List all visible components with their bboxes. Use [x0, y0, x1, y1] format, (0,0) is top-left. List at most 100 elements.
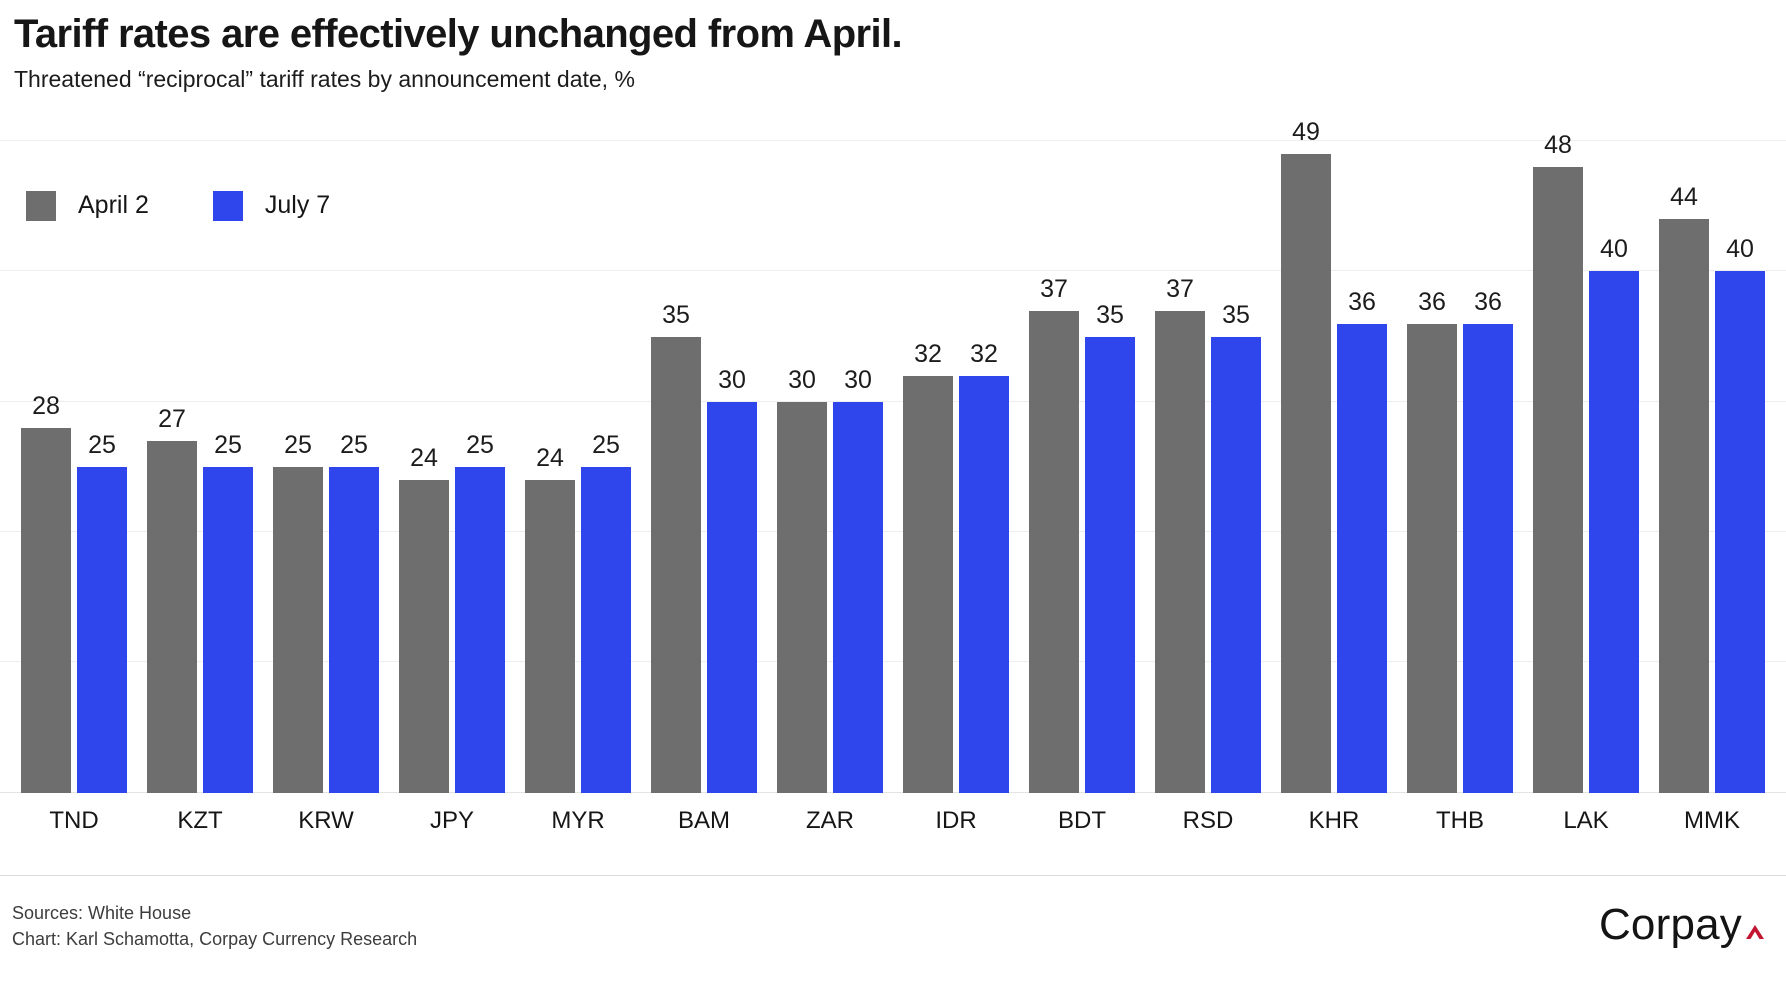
- bar-cell-july7-thb: 36: [1463, 288, 1513, 793]
- bar-cell-april2-khr: 49: [1281, 118, 1331, 793]
- gridline-10: [0, 661, 1786, 663]
- bar-cell-july7-krw: 25: [329, 431, 379, 793]
- bar-april2-thb: [1407, 323, 1457, 793]
- bar-value-label: 30: [718, 365, 746, 394]
- bar-group-rsd: 37 35: [1155, 275, 1261, 793]
- category-label-khr: KHR: [1308, 806, 1360, 834]
- bar-value-label: 40: [1600, 234, 1628, 263]
- bar-value-label: 36: [1474, 287, 1502, 316]
- bar-april2-idr: [903, 375, 953, 793]
- bar-group-bdt: 37 35: [1029, 275, 1135, 793]
- legend-label-april2: April 2: [78, 191, 149, 220]
- bar-april2-khr: [1281, 153, 1331, 793]
- bar-july7-rsd: [1211, 336, 1261, 793]
- bar-cell-july7-rsd: 35: [1211, 301, 1261, 793]
- gridline-30: [0, 400, 1786, 402]
- bar-group-khr: 49 36: [1281, 118, 1387, 793]
- bar-april2-kzt: [147, 440, 197, 793]
- x-axis-baseline: [0, 791, 1786, 793]
- bar-cell-april2-rsd: 37: [1155, 275, 1205, 793]
- category-label-krw: KRW: [298, 806, 354, 834]
- category-label-lak: LAK: [1563, 806, 1609, 834]
- legend-swatch-april2: [26, 190, 56, 221]
- bar-cell-april2-zar: 30: [777, 366, 827, 793]
- bar-april2-jpy: [399, 479, 449, 793]
- bar-value-label: 25: [88, 430, 116, 459]
- bar-cell-april2-bdt: 37: [1029, 275, 1079, 793]
- bar-april2-rsd: [1155, 310, 1205, 793]
- bar-value-label: 30: [788, 365, 816, 394]
- bar-cell-april2-krw: 25: [273, 431, 323, 793]
- bar-april2-bam: [651, 336, 701, 793]
- category-label-myr: MYR: [551, 806, 605, 834]
- bar-cell-april2-bam: 35: [651, 301, 701, 793]
- plot-area: 28 25 27 25 25 25 24 25 24 25 35 30 30 30 32 32 37 35 37 35…: [0, 115, 1786, 793]
- category-label-thb: THB: [1436, 806, 1484, 834]
- bar-cell-july7-jpy: 25: [455, 431, 505, 793]
- bar-group-tnd: 28 25: [21, 392, 127, 793]
- legend-item-april2: April 2: [26, 190, 149, 221]
- bar-cell-july7-bam: 30: [707, 366, 757, 793]
- category-labels: TND KZT KRW JPY MYR BAM ZAR IDR BDT RSD KHR THB LAK M…: [0, 807, 1786, 835]
- bar-value-label: 37: [1040, 274, 1068, 303]
- chart-legend: April 2 July 7: [26, 190, 330, 221]
- bar-cell-april2-mmk: 44: [1659, 183, 1709, 793]
- gridline-40: [0, 270, 1786, 272]
- bar-group-thb: 36 36: [1407, 288, 1513, 793]
- category-label-tnd: TND: [49, 806, 99, 834]
- bar-group-kzt: 27 25: [147, 405, 253, 793]
- bar-cell-july7-lak: 40: [1589, 235, 1639, 793]
- bar-value-label: 40: [1726, 234, 1754, 263]
- bar-cell-july7-idr: 32: [959, 340, 1009, 793]
- bar-cell-april2-kzt: 27: [147, 405, 197, 793]
- category-label-rsd: RSD: [1182, 806, 1234, 834]
- bar-july7-tnd: [77, 466, 127, 793]
- page-title: Tariff rates are effectively unchanged f…: [14, 12, 903, 56]
- corpay-logo: Corpay: [1599, 903, 1766, 948]
- footer-credits: Sources: White House Chart: Karl Schamot…: [12, 900, 417, 952]
- chart-header: Tariff rates are effectively unchanged f…: [0, 0, 1786, 93]
- bar-value-label: 25: [466, 430, 494, 459]
- category-label-mmk: MMK: [1684, 806, 1740, 834]
- category-label-zar: ZAR: [806, 806, 854, 834]
- bar-group-myr: 24 25: [525, 431, 631, 793]
- bar-cell-july7-khr: 36: [1337, 288, 1387, 793]
- category-label-jpy: JPY: [429, 806, 474, 834]
- bar-value-label: 36: [1418, 287, 1446, 316]
- plot-groups: 28 25 27 25 25 25 24 25 24 25 35 30 30 30 32 32 37 35 37 35…: [0, 115, 1786, 793]
- corpay-logo-text: Corpay: [1598, 900, 1742, 950]
- bar-value-label: 25: [592, 430, 620, 459]
- bar-value-label: 25: [340, 430, 368, 459]
- bar-value-label: 35: [1096, 300, 1124, 329]
- bar-april2-mmk: [1659, 218, 1709, 793]
- bar-july7-jpy: [455, 466, 505, 793]
- bar-cell-april2-tnd: 28: [21, 392, 71, 793]
- bar-value-label: 32: [970, 339, 998, 368]
- bar-july7-mmk: [1715, 270, 1765, 793]
- footer-sources: Sources: White House: [12, 902, 192, 923]
- bar-value-label: 44: [1670, 182, 1698, 211]
- bar-july7-khr: [1337, 323, 1387, 793]
- chart-subtitle: Threatened “reciprocal” tariff rates by …: [14, 65, 635, 92]
- bar-july7-thb: [1463, 323, 1513, 793]
- bar-april2-myr: [525, 479, 575, 793]
- bar-cell-april2-myr: 24: [525, 444, 575, 793]
- bar-cell-july7-myr: 25: [581, 431, 631, 793]
- bar-value-label: 24: [410, 443, 438, 472]
- bar-july7-myr: [581, 466, 631, 793]
- bar-cell-april2-lak: 48: [1533, 131, 1583, 793]
- footer: Sources: White House Chart: Karl Schamot…: [0, 876, 1786, 952]
- bar-value-label: 48: [1544, 130, 1572, 159]
- category-label-bam: BAM: [677, 806, 730, 834]
- bar-cell-july7-kzt: 25: [203, 431, 253, 793]
- bar-value-label: 25: [284, 430, 312, 459]
- bar-cell-april2-thb: 36: [1407, 288, 1457, 793]
- legend-swatch-july7: [212, 190, 243, 221]
- category-label-bdt: BDT: [1058, 806, 1106, 834]
- gridline-50: [0, 139, 1786, 141]
- bar-april2-tnd: [21, 427, 71, 793]
- bar-cell-april2-idr: 32: [903, 340, 953, 793]
- footer-chart-credit: Chart: Karl Schamotta, Corpay Currency R…: [12, 928, 418, 949]
- bar-value-label: 30: [844, 365, 872, 394]
- bar-cell-july7-mmk: 40: [1715, 235, 1765, 793]
